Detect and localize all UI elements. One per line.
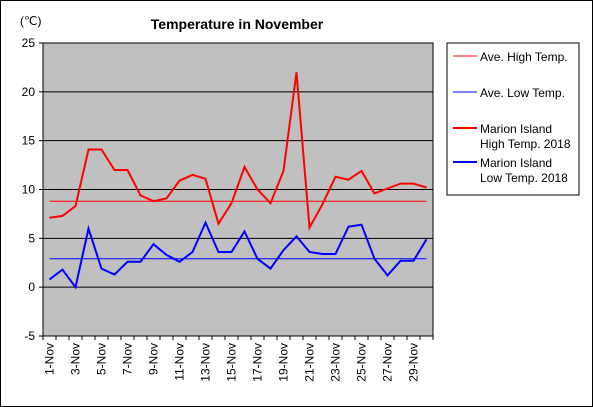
y-tick-label: 25	[22, 36, 36, 50]
y-tick-label: 0	[28, 280, 35, 294]
y-axis: -5 0 5 10 15 20 25	[22, 36, 43, 343]
x-tick-label: 13-Nov	[199, 343, 213, 382]
x-tick-label: 7-Nov	[121, 343, 135, 375]
legend-label: Ave. High Temp.	[480, 50, 568, 64]
x-tick-label: 1-Nov	[43, 343, 57, 375]
x-tick-label: 29-Nov	[407, 343, 421, 382]
x-tick-label: 25-Nov	[355, 343, 369, 382]
y-tick-label: 20	[22, 85, 36, 99]
series-line-2	[49, 72, 427, 231]
y-unit-label: (℃)	[20, 14, 41, 28]
y-tick-label: 5	[28, 231, 35, 245]
series-line-3	[48, 220, 428, 290]
legend-label: Ave. Low Temp.	[480, 86, 565, 100]
x-tick-label: 5-Nov	[95, 343, 109, 375]
legend-label: Marion Island	[480, 156, 552, 170]
legend-label: Low Temp. 2018	[480, 171, 568, 185]
gridlines	[43, 91, 433, 288]
x-tick-label: 11-Nov	[173, 343, 187, 381]
x-tick-label: 9-Nov	[147, 343, 161, 375]
legend-entries: Ave. High Temp. Ave. Low Temp. Marion Isla…	[453, 50, 571, 185]
x-tick-label: 23-Nov	[329, 343, 343, 382]
y-tick-label: -5	[24, 329, 35, 343]
legend	[446, 42, 580, 196]
y-tick-label: 15	[22, 134, 36, 148]
x-tick-label: 27-Nov	[381, 343, 395, 382]
legend-label: Marion Island	[480, 122, 552, 136]
x-tick-label: 3-Nov	[69, 343, 83, 375]
x-tick-label: 19-Nov	[277, 343, 291, 382]
series-lines	[48, 72, 428, 290]
x-tick-label: 21-Nov	[303, 343, 317, 382]
y-tick-label: 10	[22, 183, 36, 197]
x-tick-label: 17-Nov	[251, 343, 265, 382]
chart-title: Temperature in November	[151, 16, 324, 32]
x-tick-label: 15-Nov	[225, 343, 239, 382]
x-axis: 1-Nov 3-Nov 5-Nov 7-Nov 9-Nov 11-Nov 13-Nov 15-…	[42, 336, 434, 382]
legend-label: High Temp. 2018	[480, 137, 571, 151]
